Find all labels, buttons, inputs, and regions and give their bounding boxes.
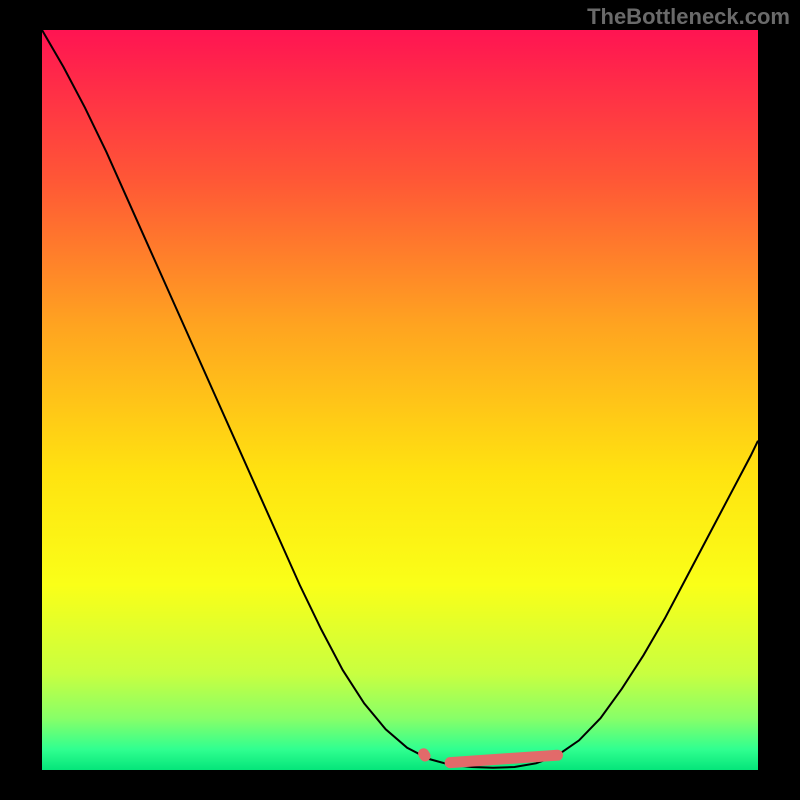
chart-container: TheBottleneck.com	[0, 0, 800, 800]
watermark-text: TheBottleneck.com	[587, 4, 790, 30]
plot-gradient-background	[42, 30, 758, 770]
bottleneck-curve-chart	[0, 0, 800, 800]
